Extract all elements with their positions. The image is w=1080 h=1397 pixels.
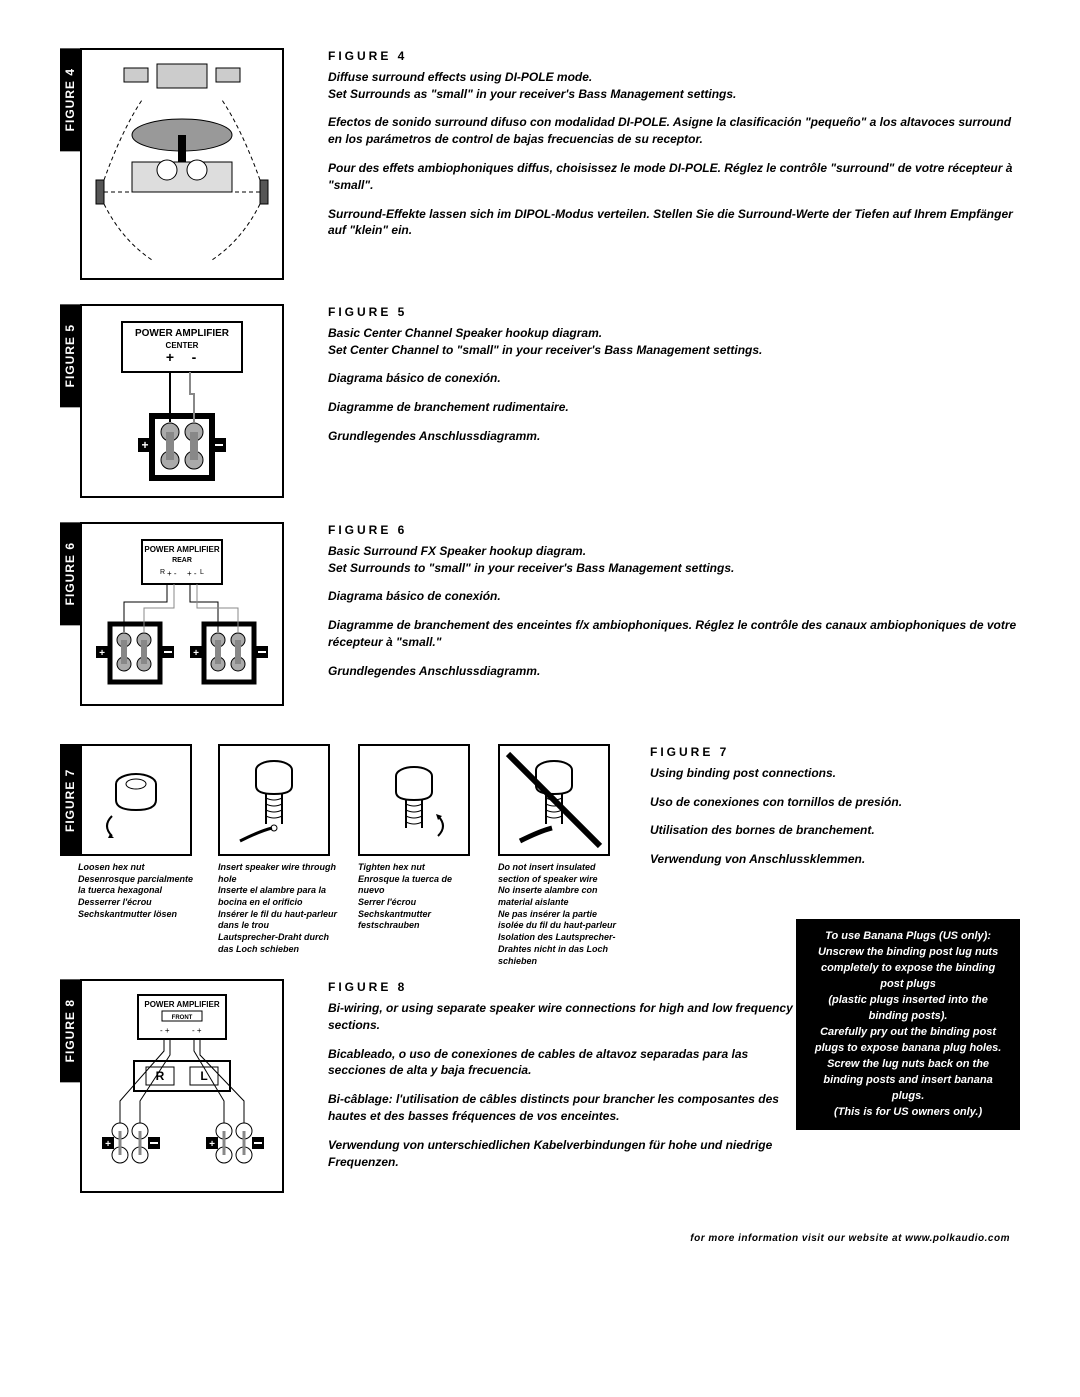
figure-7-fr: Utilisation des bornes de branchement. [650,822,902,839]
figure-8-row: FIGURE 8 POWER AMPLIFIER FRONT - + - + R… [60,979,1020,1193]
figure-7-text: FIGURE 7 Using binding post connections.… [650,744,902,880]
figure-6-row: FIGURE 6 POWER AMPLIFIER REAR R L + - + … [60,522,1020,706]
figure-8-fr: Bi-câblage: l'utilisation de câbles dist… [328,1091,796,1125]
figure-8-text: FIGURE 8 Bi-wiring, or using separate sp… [328,979,796,1182]
figure-6-label: FIGURE 6 [60,522,80,625]
page-footer: for more information visit our website a… [60,1233,1020,1244]
figure-8-title: FIGURE 8 [328,979,796,996]
figure-7-step4-cap: Do not insert insulated section of speak… [498,862,618,967]
figure-8-en: Bi-wiring, or using separate speaker wir… [328,1000,796,1034]
figure-6-de: Grundlegendes Anschlussdiagramm. [328,663,1020,680]
figure-4-title: FIGURE 4 [328,48,1020,65]
svg-text:L: L [200,569,204,576]
figure-7-step3-img [358,744,470,856]
figure-7-step3: Tighten hex nut Enrosque la tuerca de nu… [358,744,478,932]
figure-7-step1-cap: Loosen hex nut Desenrosque parcialmente … [78,862,198,920]
figure-7-step4: Do not insert insulated section of speak… [498,744,618,967]
figure-5-label: FIGURE 5 [60,304,80,407]
figure-6-title: FIGURE 6 [328,522,1020,539]
svg-text:FRONT: FRONT [172,1015,193,1021]
figure-6-es: Diagrama básico de conexión. [328,588,1020,605]
figure-4-fr: Pour des effets ambiophoniques diffus, c… [328,160,1020,194]
figure-4-graphic: FIGURE 4 [60,48,284,280]
figure-7-es: Uso de conexiones con tornillos de presi… [650,794,902,811]
figure-7-de: Verwendung von Anschlussklemmen. [650,851,902,868]
svg-text:R: R [160,569,165,576]
figure-7-step2-cap: Insert speaker wire through hole Inserte… [218,862,338,956]
amp-label: POWER AMPLIFIER [135,328,230,339]
figure-7-step3-cap: Tighten hex nut Enrosque la tuerca de nu… [358,862,478,932]
figure-4-diagram [80,48,284,280]
figure-5-en: Basic Center Channel Speaker hookup diag… [328,325,762,359]
figure-5-title: FIGURE 5 [328,304,762,321]
figure-5-es: Diagrama básico de conexión. [328,370,762,387]
figure-7-step1-img [80,744,192,856]
figure-5-diagram: POWER AMPLIFIER CENTER + - + [80,304,284,498]
svg-text:-: - [192,349,197,365]
figure-8-es: Bicableado, o uso de conexiones de cable… [328,1046,796,1080]
figure-7-en: Using binding post connections. [650,765,902,782]
figure-7-title: FIGURE 7 [650,744,902,761]
svg-text:+: + [193,648,199,659]
figure-4-de: Surround-Effekte lassen sich im DIPOL-Mo… [328,206,1020,240]
svg-text:+ -: + - [187,569,197,578]
svg-text:+: + [166,349,174,365]
svg-text:R: R [156,1069,165,1083]
figure-7-label: FIGURE 7 [60,744,80,856]
svg-text:POWER AMPLIFIER: POWER AMPLIFIER [144,545,219,554]
figure-4-label: FIGURE 4 [60,48,80,151]
banana-plug-note: To use Banana Plugs (US only): Unscrew t… [796,919,1020,1130]
figure-5-text: FIGURE 5 Basic Center Channel Speaker ho… [328,304,762,457]
figure-4-en: Diffuse surround effects using DI-POLE m… [328,69,1020,103]
figure-8-de: Verwendung von unterschiedlichen Kabelve… [328,1137,796,1171]
figure-7-step2: Insert speaker wire through hole Inserte… [218,744,338,956]
figure-5-graphic: FIGURE 5 POWER AMPLIFIER CENTER + - + [60,304,284,498]
figure-6-en: Basic Surround FX Speaker hookup diagram… [328,543,1020,577]
figure-7-step1: FIGURE 7 Loosen hex nut Desenrosque parc… [60,744,198,920]
svg-text:POWER AMPLIFIER: POWER AMPLIFIER [144,1000,219,1009]
figure-8-diagram: POWER AMPLIFIER FRONT - + - + R L [80,979,284,1193]
figure-6-fr: Diagramme de branchement des enceintes f… [328,617,1020,651]
figure-4-row: FIGURE 4 [60,48,1020,280]
figure-8-graphic: FIGURE 8 POWER AMPLIFIER FRONT - + - + R… [60,979,284,1193]
figure-7-step4-img [498,744,610,856]
svg-text:+: + [209,1139,215,1150]
svg-text:+: + [141,438,148,452]
figure-6-text: FIGURE 6 Basic Surround FX Speaker hooku… [328,522,1020,692]
figure-5-row: FIGURE 5 POWER AMPLIFIER CENTER + - + [60,304,1020,498]
figure-8-label: FIGURE 8 [60,979,80,1082]
figure-5-de: Grundlegendes Anschlussdiagramm. [328,428,762,445]
svg-text:- +: - + [160,1026,170,1035]
page: FIGURE 4 [0,0,1080,1274]
figure-6-graphic: FIGURE 6 POWER AMPLIFIER REAR R L + - + … [60,522,284,706]
svg-text:- +: - + [192,1026,202,1035]
svg-text:REAR: REAR [172,557,192,564]
figure-7-step2-img [218,744,330,856]
svg-text:+ -: + - [167,569,177,578]
figure-6-diagram: POWER AMPLIFIER REAR R L + - + - + [80,522,284,706]
figure-4-text: FIGURE 4 Diffuse surround effects using … [328,48,1020,251]
figure-4-es: Efectos de sonido surround difuso con mo… [328,114,1020,148]
figure-5-fr: Diagramme de branchement rudimentaire. [328,399,762,416]
svg-text:+: + [105,1139,111,1150]
svg-text:+: + [99,648,105,659]
